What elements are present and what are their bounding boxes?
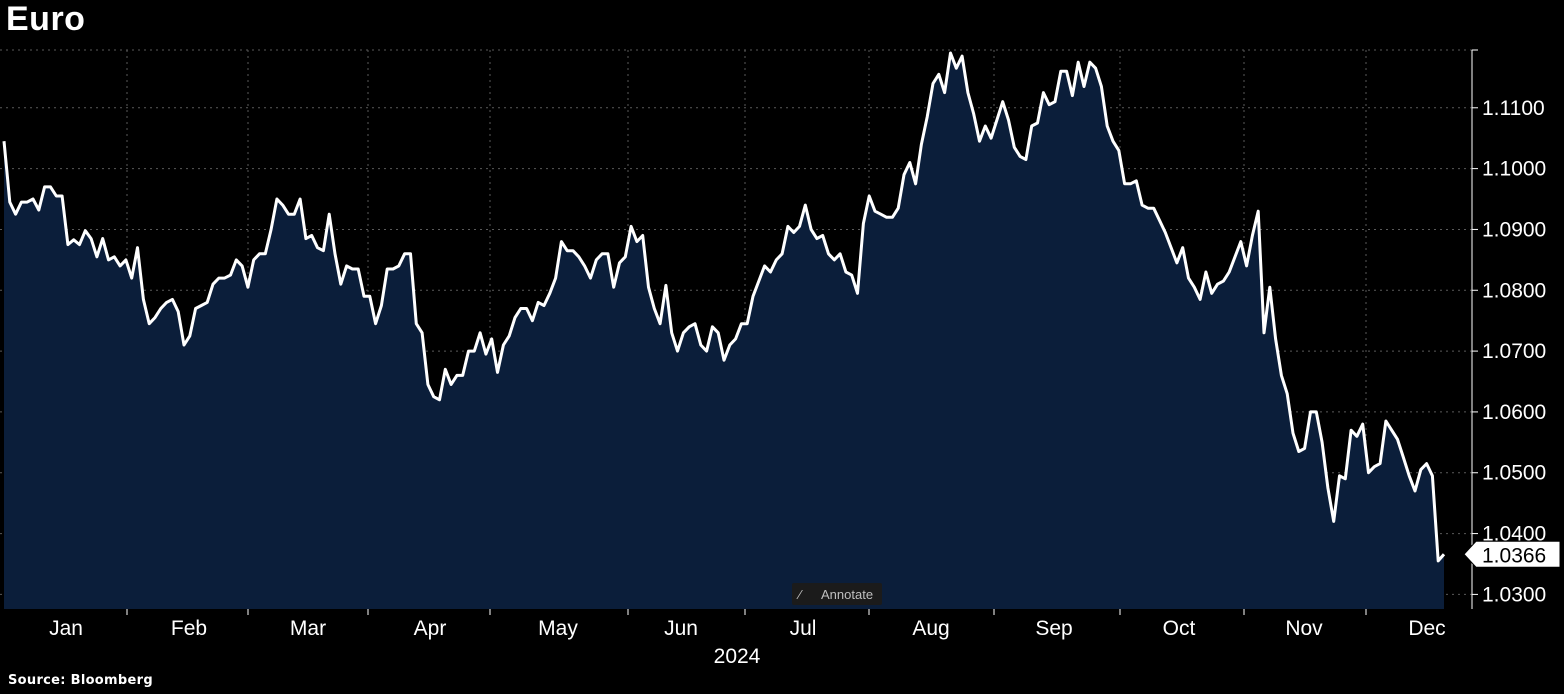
annotate-label: Annotate [821, 586, 874, 602]
x-tick-label: Jun [664, 617, 698, 640]
x-tick-label: Jul [790, 617, 817, 640]
x-tick-label: Jan [49, 617, 83, 640]
x-tick-label: Nov [1285, 617, 1323, 640]
x-axis-ticks: Jan Feb Mar Apr May Jun Jul Aug Sep Oct Nov Dec [49, 609, 1446, 640]
y-tick-label: 1.0500 [1482, 462, 1546, 485]
x-tick-label: Mar [290, 617, 326, 640]
y-tick-label: 1.0700 [1482, 340, 1546, 363]
x-tick-label: Apr [414, 617, 447, 640]
last-value-box [1463, 540, 1561, 568]
y-tick-label: 1.1000 [1482, 158, 1546, 181]
last-value-label: 1.0366 [1482, 544, 1546, 567]
x-axis-year-label: 2024 [714, 645, 761, 668]
y-tick-label: 1.0400 [1482, 523, 1546, 546]
annotate-button[interactable]: ∕ Annotate [792, 583, 882, 605]
y-tick-label: 1.0300 [1482, 583, 1546, 606]
y-tick-label: 1.1100 [1482, 97, 1545, 120]
pencil-icon: ∕ [799, 586, 802, 602]
x-tick-label: Dec [1408, 617, 1445, 640]
y-axis-ticks: 1.0300 1.0400 1.0500 1.0600 1.0700 1.0800 1.09… [1472, 49, 1546, 606]
x-tick-label: Feb [171, 617, 207, 640]
y-tick-label: 1.0800 [1482, 279, 1546, 302]
chart-title: Euro [6, 0, 86, 38]
area-fill [4, 53, 1444, 609]
source-label: Source: Bloomberg [8, 673, 153, 688]
series-line [2, 51, 1446, 563]
last-value-marker: 1.0366 [1463, 540, 1561, 568]
x-tick-label: Sep [1035, 617, 1072, 640]
x-tick-label: Oct [1163, 617, 1196, 640]
x-tick-label: May [538, 617, 578, 640]
x-tick-label: Aug [912, 617, 949, 640]
y-tick-label: 1.0900 [1482, 218, 1546, 241]
y-tick-label: 1.0600 [1482, 401, 1546, 424]
